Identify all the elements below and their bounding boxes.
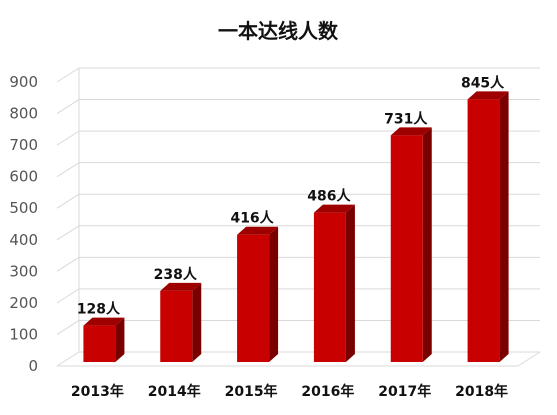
bar-top [83, 317, 125, 326]
data-label: 416人 [230, 210, 274, 227]
bars: 128人 238人 416人 486人 731人 845人 [77, 74, 509, 362]
data-label: 731人 [384, 110, 428, 127]
gridline-diag [56, 67, 80, 83]
y-tick-label: 0 [28, 357, 38, 375]
y-tick-label: 400 [9, 231, 38, 249]
x-tick-label: 2018年 [455, 383, 508, 400]
bar-side [115, 317, 125, 362]
bar [390, 135, 423, 362]
bar-side [345, 204, 355, 362]
gridline-diag [56, 130, 80, 146]
x-tick-label: 2017年 [378, 383, 431, 400]
chart-title: 一本达线人数 [218, 19, 339, 43]
y-tick-label: 100 [9, 325, 38, 343]
bar-top [160, 282, 202, 291]
bar [237, 234, 270, 362]
gridline-diag [56, 320, 80, 335]
bar-side [422, 127, 432, 362]
x-tick-label: 2016年 [301, 383, 354, 400]
bar [467, 99, 500, 362]
floor-side-edge [517, 351, 541, 367]
y-axis-ticks: 0 100 200 300 400 500 600 700 800 900 [9, 73, 38, 375]
x-tick-label: 2015年 [225, 383, 278, 400]
bar-top [237, 226, 279, 235]
bar-side [269, 226, 279, 362]
bar-top [313, 204, 355, 213]
bar [313, 212, 346, 362]
x-axis-ticks: 2013年 2014年 2015年 2016年 2017年 2018年 [71, 383, 508, 400]
bar-top [467, 91, 509, 100]
bar-2017年: 731人 [384, 110, 432, 362]
gridline-diag [56, 256, 80, 272]
bar-top [390, 127, 432, 136]
y-tick-label: 600 [9, 168, 38, 186]
gridline-diag [56, 351, 80, 367]
bar [83, 325, 116, 362]
gridline-diag [56, 225, 80, 241]
gridlines [56, 67, 541, 367]
bar-2018年: 845人 [461, 74, 509, 362]
y-tick-label: 200 [9, 294, 38, 312]
bar-2013年: 128人 [77, 301, 125, 362]
x-tick-label: 2014年 [148, 383, 201, 400]
y-tick-label: 900 [9, 73, 38, 91]
bar-2014年: 238人 [154, 266, 202, 362]
y-tick-label: 500 [9, 199, 38, 217]
gridline-diag [56, 193, 80, 209]
bar [160, 290, 193, 362]
bar-side [499, 91, 509, 362]
y-tick-label: 700 [9, 136, 38, 154]
data-label: 128人 [77, 301, 121, 318]
bar-side [192, 282, 202, 362]
y-tick-label: 300 [9, 262, 38, 280]
data-label: 486人 [307, 188, 351, 205]
x-tick-label: 2013年 [71, 383, 124, 400]
gridline-diag [56, 99, 80, 114]
bar-2016年: 486人 [307, 188, 355, 362]
data-label: 845人 [461, 74, 505, 91]
data-label: 238人 [154, 266, 198, 283]
gridline-diag [56, 162, 80, 178]
gridline-diag [56, 288, 80, 304]
bar-2015年: 416人 [230, 210, 279, 362]
y-tick-label: 800 [9, 105, 38, 123]
